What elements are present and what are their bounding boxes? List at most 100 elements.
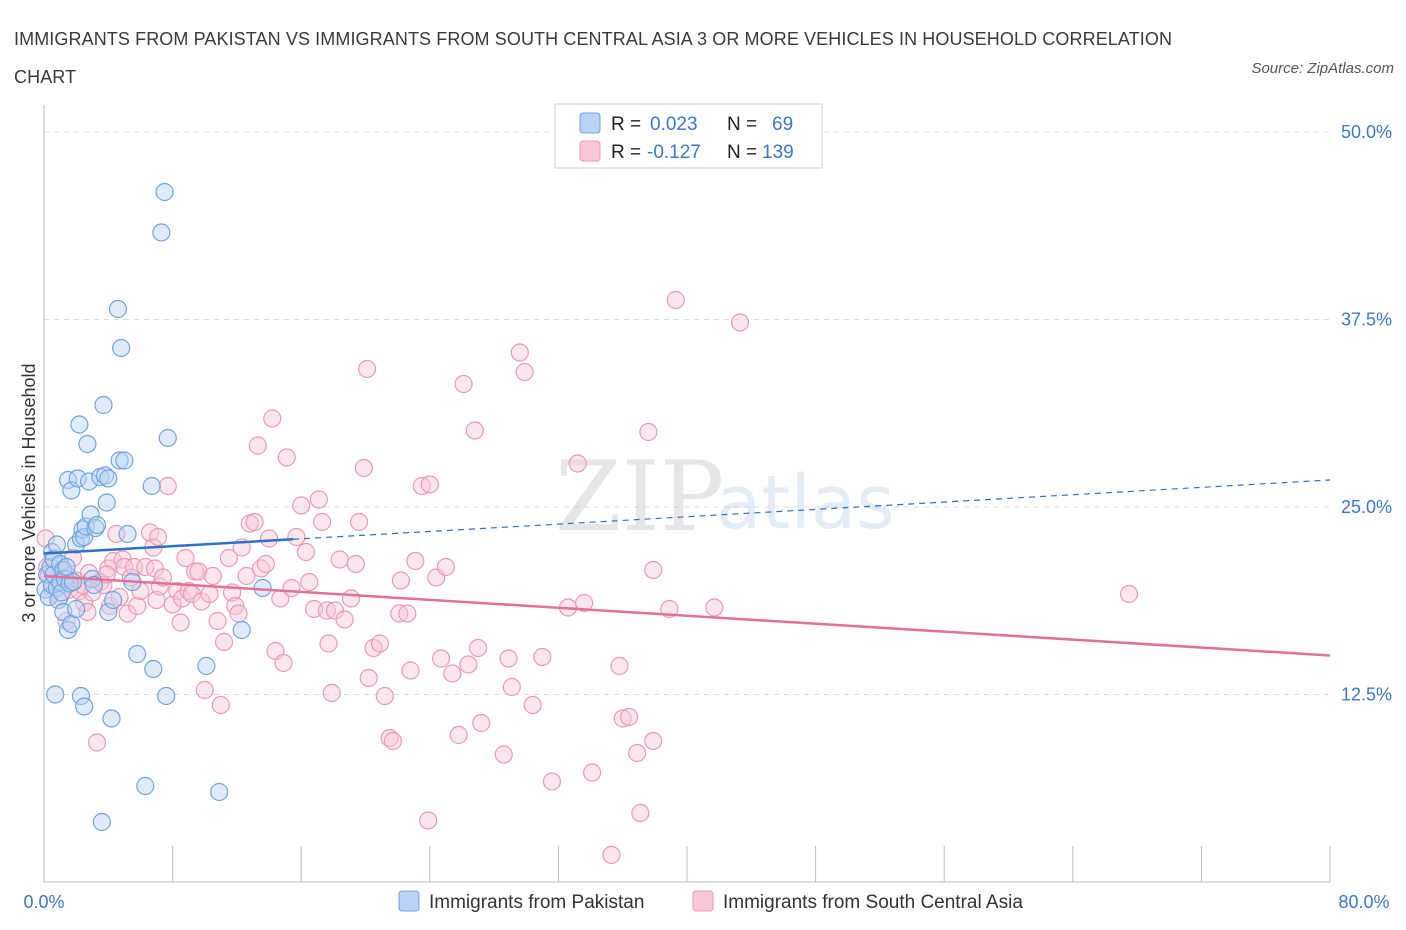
- source-label: Source: ZipAtlas.com: [1251, 60, 1394, 77]
- data-point: [472, 713, 491, 733]
- data-point: [370, 634, 390, 653]
- data-point: [602, 845, 621, 865]
- data-point: [195, 680, 214, 700]
- data-point: [71, 686, 91, 706]
- data-point: [568, 454, 587, 473]
- y-axis-tick-labels: 12.5% 25.0% 37.5% 50.0%: [1341, 122, 1392, 705]
- data-point: [256, 554, 275, 574]
- data-point: [94, 395, 113, 415]
- y-tick-label: 50.0%: [1341, 122, 1392, 142]
- data-point: [296, 542, 316, 562]
- data-point: [358, 359, 377, 379]
- data-point: [68, 469, 87, 488]
- data-point: [542, 772, 562, 791]
- data-point: [158, 428, 177, 448]
- data-point: [128, 596, 147, 616]
- watermark: ZIP atlas: [555, 441, 895, 553]
- data-point: [108, 299, 128, 319]
- data-point: [149, 527, 168, 547]
- trend-line-pakistan-dashed: [293, 479, 1331, 540]
- data-point: [398, 604, 417, 623]
- data-point: [67, 599, 86, 619]
- data-point: [322, 683, 341, 703]
- data-point: [112, 338, 131, 358]
- data-point: [628, 743, 647, 763]
- data-point: [155, 182, 174, 202]
- data-point: [330, 550, 349, 569]
- data-point: [158, 476, 177, 496]
- data-point: [92, 812, 111, 832]
- data-point: [300, 572, 319, 592]
- legend-swatch-pakistan: [579, 112, 601, 134]
- legend-r-label-south-central-asia: R =: [611, 142, 641, 163]
- data-point: [104, 590, 123, 610]
- data-point: [292, 496, 311, 515]
- bottom-legend-swatch-south-central-asia: [692, 890, 714, 912]
- data-point: [499, 649, 518, 668]
- y-tick-label: 37.5%: [1341, 310, 1392, 330]
- data-point: [171, 613, 190, 632]
- data-point: [454, 374, 473, 394]
- bottom-legend-label-south-central-asia: Immigrants from South Central Asia: [723, 892, 1023, 913]
- data-point: [644, 560, 663, 580]
- data-point: [380, 728, 399, 748]
- data-point: [75, 697, 94, 716]
- data-point: [346, 554, 365, 574]
- x-axis-ticks: [172, 846, 1331, 882]
- legend-swatch-south-central-asia: [579, 140, 601, 162]
- x-tick-label-right: 80.0%: [1338, 892, 1389, 912]
- data-point: [118, 524, 137, 544]
- watermark-zip: ZIP: [555, 441, 724, 553]
- data-point: [401, 661, 420, 680]
- data-point: [118, 604, 137, 623]
- data-point: [705, 598, 724, 617]
- data-point: [153, 568, 173, 587]
- data-point: [730, 313, 750, 332]
- data-point: [349, 512, 369, 532]
- chart-title: IMMIGRANTS FROM PAKISTAN VS IMMIGRANTS F…: [14, 29, 1173, 87]
- data-point: [200, 584, 219, 604]
- data-point: [436, 557, 455, 577]
- data-point: [81, 505, 100, 524]
- data-point: [87, 733, 107, 752]
- stats-legend: R = 0.023 N = 69 R = -0.127 N = 139: [554, 103, 823, 169]
- data-point: [176, 548, 195, 568]
- data-point: [245, 512, 264, 532]
- data-point: [459, 655, 478, 674]
- data-point: [644, 731, 663, 751]
- data-point: [211, 695, 230, 715]
- data-point: [79, 472, 99, 491]
- data-point: [157, 686, 176, 706]
- data-point: [341, 589, 361, 608]
- data-point: [232, 620, 251, 640]
- series-pakistan-points: [36, 182, 272, 832]
- data-point: [229, 604, 248, 623]
- data-point: [144, 659, 163, 679]
- data-point: [431, 649, 451, 668]
- data-point: [47, 535, 66, 554]
- data-point: [95, 466, 115, 485]
- y-tick-label: 25.0%: [1341, 497, 1392, 517]
- data-point: [136, 776, 155, 796]
- data-point: [465, 421, 484, 440]
- data-point: [110, 451, 129, 470]
- x-tick-label-left: 0.0%: [23, 892, 64, 912]
- data-point: [163, 595, 182, 614]
- legend-r-value-pakistan: 0.023: [650, 114, 698, 135]
- data-point: [420, 475, 439, 494]
- data-point: [494, 745, 513, 764]
- data-point: [237, 566, 256, 586]
- data-point: [406, 551, 425, 571]
- legend-n-label-pakistan: N =: [727, 114, 757, 135]
- data-point: [639, 422, 658, 442]
- data-point: [128, 644, 147, 664]
- legend-n-value-south-central-asia: 139: [762, 142, 794, 163]
- data-point: [189, 562, 208, 581]
- data-point: [533, 647, 552, 667]
- watermark-atlas: atlas: [716, 460, 895, 546]
- data-point: [210, 782, 229, 802]
- data-point: [502, 677, 521, 697]
- data-point: [115, 557, 134, 577]
- data-point: [208, 611, 227, 631]
